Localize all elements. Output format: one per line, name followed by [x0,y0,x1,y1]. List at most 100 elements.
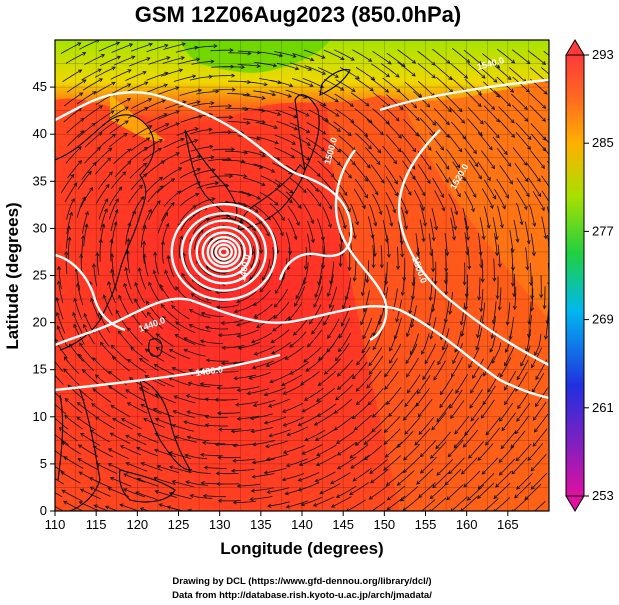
streamline-arrow [240,65,246,70]
streamline-arrow [431,237,436,242]
x-tick-label: 145 [332,517,354,532]
streamline-arrow [174,334,179,338]
streamline [477,443,494,461]
streamline-arrow [255,324,261,328]
streamline-arrow [305,112,310,117]
streamline [318,90,339,103]
streamline-arrow [195,193,200,197]
streamline-arrow [411,72,416,77]
streamline [482,81,500,98]
streamline [331,496,352,508]
streamline-arrow [516,376,521,381]
streamline [111,345,128,361]
streamline [401,207,407,230]
streamline [496,178,509,199]
streamline [349,444,369,459]
streamline [306,188,322,207]
streamline-arrow [433,280,438,285]
y-tick-label: 45 [33,79,47,94]
streamline-arrow [63,368,68,373]
streamline [61,489,83,502]
streamline [145,348,165,362]
streamline-arrow [138,184,143,189]
streamline [172,424,194,432]
streamline-arrow [201,440,207,445]
streamline-arrow [180,137,185,142]
streamline [63,456,84,469]
streamline-arrow [316,452,321,457]
streamline [436,403,452,422]
streamline-arrow [98,312,103,317]
streamline [208,105,232,108]
streamline [355,67,375,81]
streamline [427,304,433,327]
streamline-arrow [411,165,416,170]
typhoon-rings [170,202,277,301]
streamline-arrow [366,384,371,389]
streamline [530,133,547,152]
streamline-arrow [211,197,216,202]
streamline [479,67,498,83]
streamline [55,478,65,485]
streamline [187,436,210,441]
streamline [221,361,245,364]
streamline [243,177,266,186]
streamline [491,342,502,364]
streamline-arrow [541,164,545,169]
streamline-arrow [153,448,159,453]
streamline-arrow [476,334,480,339]
streamline-arrow [90,297,95,303]
streamline-arrow [507,76,512,81]
streamline-arrow [377,149,382,154]
streamline [206,265,227,274]
streamline-arrow [514,494,519,499]
streamline [92,388,112,403]
streamline [531,288,534,311]
streamline-arrow [103,208,108,213]
streamline-arrow [98,105,103,110]
streamline-arrow [188,309,194,313]
streamline-arrow [543,235,548,240]
streamline-arrow [143,147,149,151]
streamline [356,388,373,405]
streamline [127,250,131,274]
streamline-arrow [183,337,188,342]
streamline-arrow [465,236,470,241]
streamline [264,467,287,474]
streamline-arrow [351,415,356,420]
streamline-arrow [126,98,132,102]
streamline-arrow [140,196,145,201]
streamline-arrow [274,201,279,206]
streamline-arrow [272,63,278,68]
streamline [236,317,259,326]
streamline [444,468,462,486]
contour-1520 [55,91,353,281]
streamline-arrow [421,192,426,197]
streamline [309,304,322,325]
streamline [543,137,549,144]
streamline-arrow [145,300,150,305]
streamline [370,468,389,484]
streamline-arrow [233,309,239,314]
streamline [352,361,368,380]
streamline [393,288,398,311]
streamline [274,147,295,159]
streamline-arrow [452,524,455,527]
streamline [146,44,168,53]
streamline-arrow [388,412,393,417]
streamline-arrow [456,164,461,169]
streamline [154,433,177,442]
streamline [415,387,430,407]
streamline-arrow [187,381,192,386]
streamline-arrow [148,42,153,47]
streamline [336,430,356,444]
streamline-arrow [111,356,117,361]
streamline-arrow [218,427,223,432]
streamline-arrow [415,402,420,407]
streamline [512,76,530,93]
x-tick-label: 120 [126,517,148,532]
streamline [479,245,482,268]
streamline [368,347,383,366]
streamline-arrow [385,73,390,78]
streamline [532,401,547,421]
